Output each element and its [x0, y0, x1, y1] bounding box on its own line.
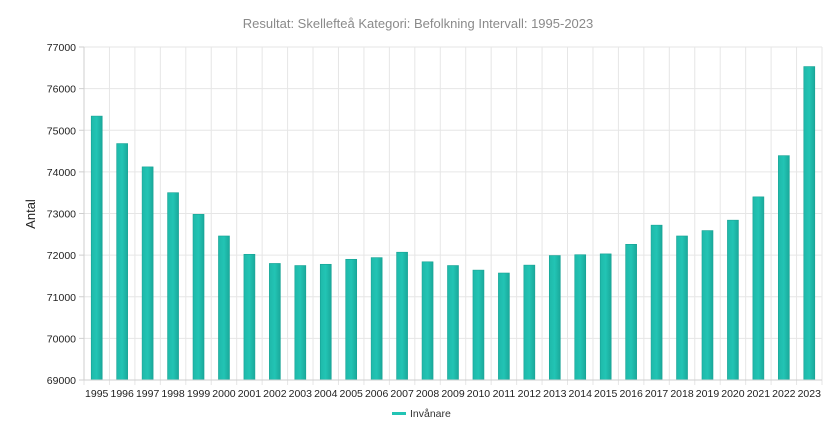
bars — [90, 66, 816, 381]
bar[interactable] — [752, 196, 765, 381]
y-tick-label: 75000 — [47, 125, 76, 137]
x-tick-label: 2019 — [696, 388, 720, 400]
bar[interactable] — [90, 115, 103, 381]
y-tick-label: 77000 — [47, 42, 76, 54]
x-tick-label: 2009 — [441, 388, 465, 400]
x-tick-label: 2011 — [493, 388, 516, 400]
legend[interactable]: Invånare — [392, 408, 451, 420]
y-axis-label: Antal — [23, 199, 38, 229]
bar[interactable] — [701, 230, 714, 381]
bar[interactable] — [472, 269, 485, 381]
x-tick-label: 2003 — [289, 388, 313, 400]
x-tick-label: 2012 — [518, 388, 542, 400]
bar[interactable] — [345, 258, 358, 381]
bar[interactable] — [269, 263, 281, 381]
x-tick-label: 2017 — [645, 388, 669, 400]
bar[interactable] — [548, 255, 561, 381]
y-tick-label: 71000 — [47, 292, 76, 304]
bar[interactable] — [116, 143, 128, 381]
y-axis-ticks: 69000 70000 71000 72000 73000 74000 75000 76000… — [47, 42, 84, 387]
x-tick-label: 1998 — [161, 388, 185, 400]
bar[interactable] — [778, 155, 790, 381]
x-tick-label: 2014 — [569, 388, 593, 400]
x-axis-ticks: 1995 1996 1997 1998 1999 2000 2001 2002 2003 2004… — [85, 388, 821, 400]
x-tick-label: 2023 — [798, 388, 822, 400]
x-tick-label: 2022 — [772, 388, 796, 400]
x-tick-label: 2018 — [670, 388, 694, 400]
x-tick-label: 2021 — [747, 388, 771, 400]
y-tick-label: 69000 — [47, 375, 76, 387]
x-tick-label: 2004 — [314, 388, 338, 400]
bar[interactable] — [192, 214, 205, 381]
bar[interactable] — [574, 254, 587, 381]
y-tick-label: 76000 — [47, 84, 76, 96]
bar[interactable] — [370, 257, 383, 381]
x-tick-label: 2005 — [340, 388, 364, 400]
bar[interactable] — [599, 253, 612, 381]
x-tick-label: 1996 — [110, 388, 134, 400]
bar[interactable] — [294, 265, 307, 381]
x-tick-label: 2000 — [212, 388, 236, 400]
x-tick-label: 2020 — [721, 388, 745, 400]
x-tick-label: 2007 — [390, 388, 414, 400]
legend-label: Invånare — [410, 408, 451, 420]
y-tick-label: 72000 — [47, 250, 76, 262]
bar[interactable] — [167, 192, 179, 381]
bar[interactable] — [243, 253, 256, 381]
y-tick-label: 74000 — [47, 167, 76, 179]
x-tick-label: 2015 — [594, 388, 618, 400]
y-tick-label: 70000 — [47, 333, 76, 345]
gridlines — [83, 46, 823, 385]
bar[interactable] — [625, 244, 637, 381]
x-tick-label: 2013 — [543, 388, 567, 400]
bar[interactable] — [803, 66, 816, 381]
bar[interactable] — [218, 235, 230, 381]
x-tick-label: 2002 — [263, 388, 287, 400]
bar[interactable] — [727, 219, 739, 381]
x-tick-label: 1995 — [85, 388, 109, 400]
bar[interactable] — [447, 265, 459, 381]
y-tick-label: 73000 — [47, 209, 76, 221]
chart-title: Resultat: Skellefteå Kategori: Befolknin… — [243, 16, 594, 31]
x-tick-label: 2016 — [619, 388, 643, 400]
bar[interactable] — [396, 251, 408, 381]
x-tick-label: 1999 — [187, 388, 211, 400]
x-tick-label: 1997 — [136, 388, 160, 400]
bar[interactable] — [319, 263, 332, 381]
legend-swatch — [392, 412, 406, 415]
x-tick-label: 2008 — [416, 388, 440, 400]
bar[interactable] — [676, 235, 688, 381]
bar[interactable] — [523, 264, 536, 381]
bar[interactable] — [650, 224, 663, 381]
bar[interactable] — [141, 166, 154, 381]
x-tick-label: 2010 — [467, 388, 491, 400]
bar[interactable] — [498, 272, 510, 381]
x-tick-label: 2006 — [365, 388, 389, 400]
x-tick-label: 2001 — [238, 388, 262, 400]
bar[interactable] — [421, 261, 434, 381]
